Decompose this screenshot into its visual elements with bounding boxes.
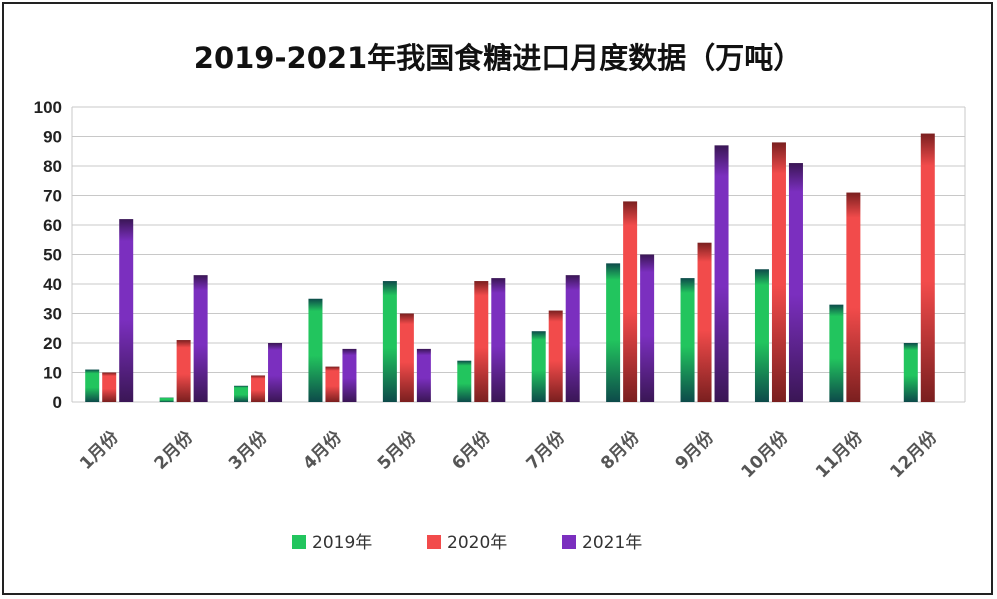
bar-2019年-1月份 xyxy=(85,369,100,402)
x-axis-categories: 1月份 2月份 3月份 4月份 5月份 6月份 7月份 8月份 9月份 10月份 11月份 12月份 xyxy=(75,426,942,482)
legend-label: 2020年 xyxy=(447,533,507,553)
bar-2019年-5月份 xyxy=(382,281,397,402)
x-category-label: 10月份 xyxy=(737,426,793,482)
bar-2019年-12月份 xyxy=(903,343,918,402)
gridlines xyxy=(71,106,966,403)
x-category-label: 9月份 xyxy=(671,426,719,474)
y-tick-label: 90 xyxy=(43,128,62,147)
bar-2020年-1月份 xyxy=(102,372,117,402)
x-category-label: 3月份 xyxy=(224,426,272,474)
bar-2021年-7月份 xyxy=(565,275,580,402)
legend: 2019年 2020年 2021年 xyxy=(292,533,642,553)
bar-2019年-6月份 xyxy=(457,360,472,402)
bar-2020年-2月份 xyxy=(176,340,191,402)
legend-label: 2021年 xyxy=(582,533,642,553)
bar-2021年-6月份 xyxy=(491,278,506,402)
y-tick-label: 20 xyxy=(43,334,62,353)
bar-2020年-7月份 xyxy=(548,310,563,402)
x-category-label: 2月份 xyxy=(150,426,198,474)
bar-2021年-9月份 xyxy=(714,145,729,402)
y-tick-label: 40 xyxy=(43,275,62,294)
bar-2020年-5月份 xyxy=(399,313,414,402)
bar-2019年-10月份 xyxy=(754,269,769,402)
bar-2020年-6月份 xyxy=(474,281,489,402)
bar-2020年-11月份 xyxy=(846,192,861,402)
bar-2020年-4月份 xyxy=(325,366,340,402)
legend-swatch xyxy=(292,535,306,549)
bar-2019年-3月份 xyxy=(234,385,249,402)
x-category-label: 6月份 xyxy=(448,426,496,474)
bar-2020年-3月份 xyxy=(251,375,266,402)
x-category-label: 11月份 xyxy=(811,426,867,482)
bars xyxy=(85,133,935,403)
bar-2021年-4月份 xyxy=(342,348,357,402)
bar-2021年-3月份 xyxy=(268,343,283,402)
y-tick-label: 0 xyxy=(53,393,62,412)
y-tick-label: 70 xyxy=(43,187,62,206)
x-category-label: 8月份 xyxy=(596,426,644,474)
legend-swatch xyxy=(427,535,441,549)
legend-swatch xyxy=(562,535,576,549)
bar-2021年-10月份 xyxy=(788,163,803,402)
bar-2021年-5月份 xyxy=(416,348,431,402)
y-tick-label: 30 xyxy=(43,305,62,324)
x-category-label: 1月份 xyxy=(75,426,123,474)
x-category-label: 7月份 xyxy=(522,426,570,474)
y-tick-label: 10 xyxy=(43,364,62,383)
bar-2019年-7月份 xyxy=(531,331,546,402)
bar-2020年-8月份 xyxy=(623,201,638,402)
bar-2021年-1月份 xyxy=(119,219,134,402)
bar-2019年-4月份 xyxy=(308,298,323,402)
bar-2020年-12月份 xyxy=(920,133,935,403)
y-tick-label: 80 xyxy=(43,157,62,176)
legend-label: 2019年 xyxy=(312,533,372,553)
x-category-label: 5月份 xyxy=(373,426,421,474)
chart-title: 2019-2021年我国食糖进口月度数据（万吨） xyxy=(194,41,802,75)
y-tick-label: 50 xyxy=(43,246,62,265)
y-axis-ticks: 0 10 20 30 40 50 60 70 80 90 100 xyxy=(34,98,62,412)
x-category-label: 12月份 xyxy=(886,426,942,482)
y-tick-label: 100 xyxy=(34,98,62,117)
bar-2019年-11月份 xyxy=(829,304,844,402)
bar-2020年-10月份 xyxy=(771,142,786,402)
y-tick-label: 60 xyxy=(43,216,62,235)
x-category-label: 4月份 xyxy=(299,426,347,474)
bar-2019年-2月份 xyxy=(159,397,174,402)
bar-2021年-8月份 xyxy=(640,254,655,402)
bar-2021年-2月份 xyxy=(193,275,208,402)
bar-2020年-9月份 xyxy=(697,242,712,402)
bar-2019年-8月份 xyxy=(606,263,621,402)
bar-2019年-9月份 xyxy=(680,278,695,402)
